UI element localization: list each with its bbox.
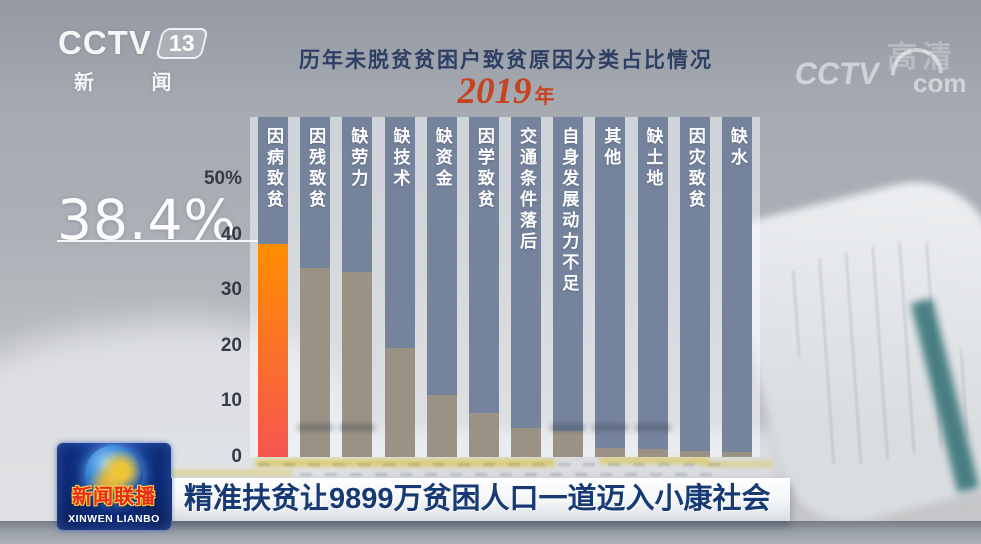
bar-fill [384, 348, 415, 457]
bar-category-label: 缺水 [727, 127, 747, 169]
bar-category-label: 因灾致贫 [685, 127, 705, 211]
bar-fill [426, 394, 457, 457]
bar-fill [595, 448, 626, 457]
y-tick-30: 30 [220, 279, 242, 301]
bar-fill [511, 428, 542, 457]
highlighter-mark [600, 457, 708, 464]
cctv13-logo: CCTV 13 新 闻 [58, 24, 238, 104]
bar-fill [258, 243, 288, 457]
program-title: 新闻联播 [72, 486, 156, 508]
cctv13-logo-row: CCTV 13 [58, 24, 238, 62]
bottom-strip [0, 521, 981, 544]
video-artifact-smudge [339, 425, 376, 430]
chart-title: 历年未脱贫贫困户致贫原因分类占比情况 [299, 49, 713, 72]
bar-category-label: 其他 [601, 127, 621, 169]
xinwen-lianbo-logo: 新闻联播 XINWEN LIANBO [57, 443, 171, 530]
bar-fill [721, 452, 752, 457]
y-axis: 50% 40 30 20 10 0 [130, 117, 242, 467]
highlighter-mark [702, 461, 772, 467]
highlight-leader-line [57, 240, 259, 242]
y-tick-20: 20 [220, 334, 242, 356]
bar-column-2: 缺劳力 [339, 117, 376, 457]
bar-column-3: 缺技术 [384, 117, 415, 457]
bar-column-0: 因病致贫 [258, 117, 288, 457]
highlighter-mark [168, 470, 293, 476]
background-top-shade [0, 0, 981, 100]
bar-fill [468, 413, 499, 457]
bar-category-label: 缺劳力 [348, 127, 368, 190]
y-tick-40: 40 [220, 223, 242, 245]
bar-column-6: 交通条件落后 [511, 117, 542, 457]
paper-text-lines [258, 463, 728, 466]
bar-category-label: 交通条件落后 [517, 127, 537, 253]
bar-fill [637, 449, 668, 457]
globe-icon [85, 445, 143, 503]
headline-banner: 精准扶贫让9899万贫困人口一道迈入小康社会 [168, 478, 790, 521]
bar-column-7: 自身发展动力不足 [550, 117, 587, 457]
bar-column-11: 缺水 [721, 117, 752, 457]
video-artifact-smudge [634, 425, 671, 430]
bar-category-label: 因病致贫 [264, 127, 283, 211]
program-subtitle: XINWEN LIANBO [68, 513, 160, 525]
y-tick-10: 10 [220, 390, 242, 412]
paper-text-lines [300, 473, 720, 476]
cctvcom-watermark: 高清 CCTV com [792, 37, 981, 111]
bar-column-4: 缺资金 [426, 117, 457, 457]
video-artifact-smudge [297, 425, 334, 430]
video-artifact-smudge [592, 425, 629, 430]
bar-column-8: 其他 [592, 117, 629, 457]
watermark-brand: CCTV [792, 56, 882, 91]
watermark-suffix: com [913, 68, 967, 98]
bar-column-5: 因学致贫 [468, 117, 499, 457]
video-artifact-smudge [550, 425, 587, 430]
bar-column-1: 因残致贫 [297, 117, 334, 457]
plot-area: 因病致贫 因残致贫 缺劳力 缺技术 缺资金 因学致贫 交通条件落后 自身发展动力不足 其他 缺土地… [250, 117, 760, 457]
bar-category-label: 自身发展动力不足 [559, 127, 579, 295]
bar-category-label: 因学致贫 [474, 127, 494, 211]
y-tick-50: 50% [203, 168, 242, 189]
bar-category-label: 缺技术 [390, 127, 410, 190]
cctv-brand-text: CCTV [58, 24, 152, 61]
bar-column-9: 缺土地 [634, 117, 671, 457]
bar-category-label: 缺土地 [643, 127, 663, 190]
channel-number-badge: 13 [154, 28, 209, 59]
bar-category-label: 缺资金 [432, 127, 452, 190]
year-suffix: 年 [534, 86, 555, 108]
bar-column-10: 因灾致贫 [679, 117, 710, 457]
hd-label: 高清 [887, 41, 957, 74]
headline-text: 精准扶贫让9899万贫困人口一道迈入小康社会 [184, 483, 771, 515]
channel-name: 新 闻 [74, 72, 198, 94]
highlighter-mark [255, 459, 555, 467]
bar-category-label: 因残致贫 [306, 127, 326, 211]
y-tick-0: 0 [231, 446, 242, 467]
bar-fill [679, 451, 710, 457]
chart-year-label: 2019 年 [250, 70, 762, 113]
bar-fill [553, 431, 584, 457]
year-number: 2019 [457, 71, 532, 112]
channel-number: 13 [168, 30, 195, 56]
